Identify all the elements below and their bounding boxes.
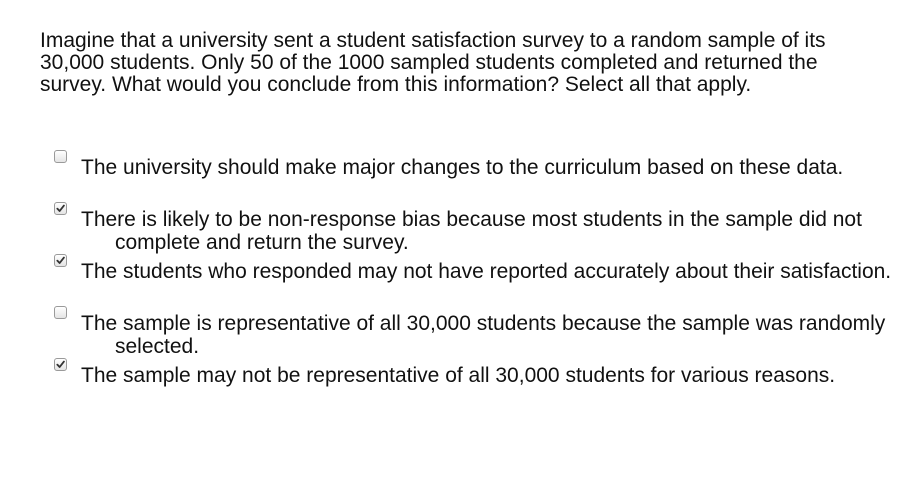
option-label: The sample may not be representative of … xyxy=(81,364,836,387)
question-text: Imagine that a university sent a student… xyxy=(40,29,826,96)
option-1[interactable]: There is likely to be non-response bias … xyxy=(54,202,874,254)
checkmark-icon xyxy=(56,360,65,368)
option-label: The students who responded may not have … xyxy=(81,260,892,283)
checkbox[interactable] xyxy=(54,150,67,163)
option-3[interactable]: The sample is representative of all 30,0… xyxy=(54,306,885,358)
answer-options: The university should make major changes… xyxy=(54,150,891,410)
option-label: There is likely to be non-response bias … xyxy=(81,208,862,254)
option-label: The sample is representative of all 30,0… xyxy=(81,312,886,358)
checkmark-icon xyxy=(56,204,65,212)
option-4[interactable]: The sample may not be representative of … xyxy=(54,358,874,410)
checkbox[interactable] xyxy=(54,202,67,215)
checkbox[interactable] xyxy=(54,358,67,371)
checkbox[interactable] xyxy=(54,306,67,319)
option-2[interactable]: The students who responded may not have … xyxy=(54,254,891,306)
checkbox[interactable] xyxy=(54,254,67,267)
checkmark-icon xyxy=(56,256,65,264)
option-label: The university should make major changes… xyxy=(81,156,844,179)
option-0[interactable]: The university should make major changes… xyxy=(54,150,874,202)
